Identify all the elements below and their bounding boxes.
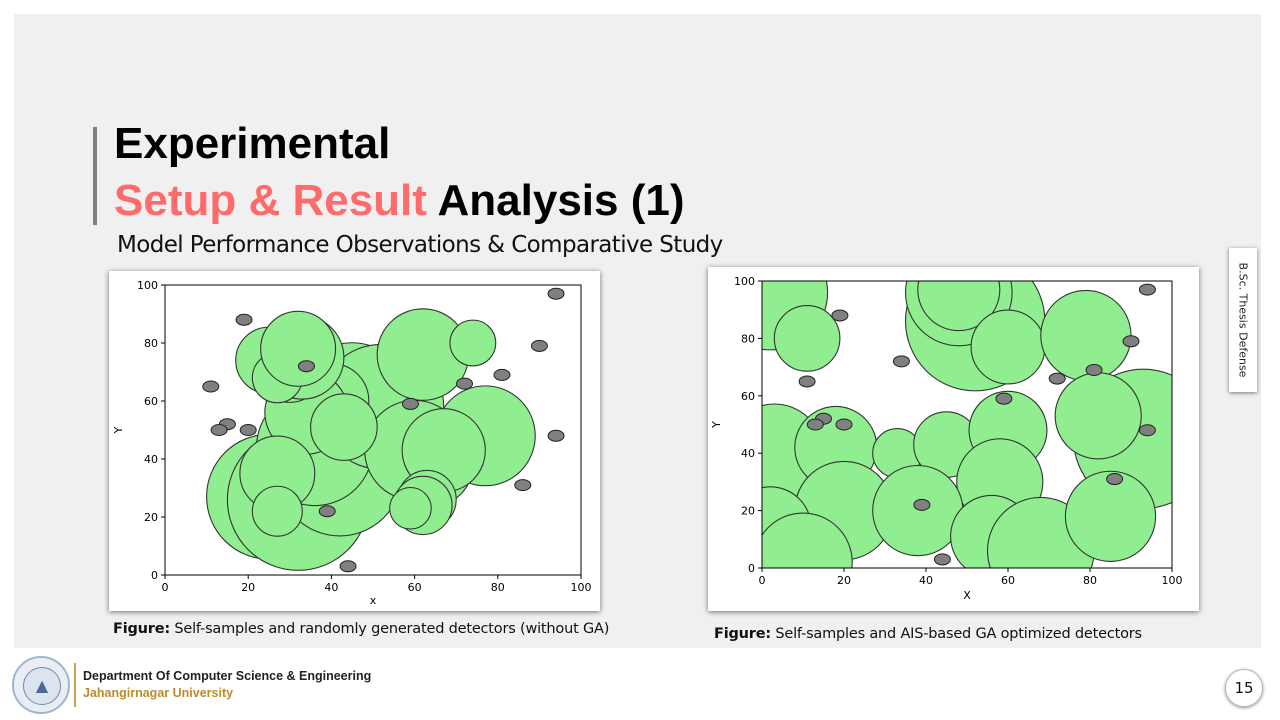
- detector-circle: [872, 464, 964, 557]
- y-tick-label: 80: [144, 337, 158, 350]
- self-sample-point: [318, 505, 336, 518]
- y-tick-label: 60: [741, 390, 755, 403]
- self-sample-point: [239, 424, 257, 436]
- self-sample-point: [1085, 363, 1103, 376]
- side-tab: B.Sc. Thesis Defense: [1229, 248, 1257, 392]
- y-tick-label: 40: [741, 447, 755, 460]
- self-sample-point: [235, 313, 253, 326]
- detector-circle: [773, 305, 841, 372]
- x-tick-label: 0: [759, 574, 766, 587]
- x-tick-label: 20: [837, 574, 851, 587]
- self-sample-point: [1106, 473, 1124, 486]
- title-rest-text: Analysis (1): [426, 176, 685, 225]
- university-name: Jahangirnagar University: [83, 686, 234, 700]
- plot-area: [762, 281, 1172, 568]
- footer-divider: [74, 663, 76, 707]
- caption-label: Figure:: [714, 626, 771, 642]
- detector-circle: [970, 309, 1046, 385]
- self-sample-point: [401, 397, 419, 410]
- self-sample-point: [202, 380, 220, 393]
- self-sample-point: [210, 424, 228, 436]
- detector-circle: [1054, 372, 1142, 460]
- self-sample-point: [1138, 424, 1156, 437]
- chart-ga-optimized: 0 20 40 60 80 100 0 20 40 60 80 100 X Y: [710, 275, 1183, 602]
- plot-area: [165, 285, 581, 575]
- detector-circle: [260, 310, 337, 387]
- y-tick-label: 100: [137, 279, 158, 292]
- self-sample-point: [831, 309, 849, 322]
- self-sample-point: [1138, 283, 1156, 296]
- x-tick-label: 0: [162, 581, 169, 594]
- side-tab-label: B.Sc. Thesis Defense: [1236, 262, 1250, 378]
- y-tick-label: 0: [151, 569, 158, 582]
- title-accent-text: Setup & Result: [114, 176, 427, 225]
- figure-without-ga: 0 20 40 60 80 100 0 20 40 60 80 100 x Y: [109, 271, 600, 611]
- detector-circle: [449, 319, 497, 367]
- detector-circle: [762, 512, 853, 568]
- caption-without-ga: Figure: Self-samples and randomly genera…: [113, 621, 609, 637]
- y-tick-label: 80: [741, 332, 755, 345]
- caption-text: Self-samples and AIS-based GA optimized …: [770, 626, 1142, 642]
- self-sample-point: [933, 553, 951, 566]
- page-title-line-2: Setup & Result Analysis (1): [114, 177, 685, 225]
- self-sample-point: [835, 418, 853, 431]
- caption-ga-optimized: Figure: Self-samples and AIS-based GA op…: [714, 626, 1142, 642]
- chart-without-ga: 0 20 40 60 80 100 0 20 40 60 80 100 x Y: [112, 279, 592, 607]
- y-tick-label: 100: [734, 275, 755, 288]
- x-tick-label: 100: [1162, 574, 1183, 587]
- y-tick-label: 20: [144, 511, 158, 524]
- page-subtitle: Model Performance Observations & Compara…: [117, 232, 723, 258]
- x-tick-label: 60: [408, 581, 422, 594]
- y-tick-label: 40: [144, 453, 158, 466]
- detector-circle: [917, 281, 1001, 332]
- page-title-line-1: Experimental: [114, 119, 391, 168]
- caption-label: Figure:: [113, 621, 170, 637]
- self-sample-point: [514, 479, 532, 492]
- x-tick-label: 60: [1001, 574, 1015, 587]
- detector-circle: [251, 485, 303, 537]
- x-tick-label: 80: [491, 581, 505, 594]
- self-sample-point: [297, 360, 315, 373]
- title-accent-bar: [93, 127, 97, 225]
- y-axis-label: Y: [710, 421, 723, 429]
- x-tick-label: 80: [1083, 574, 1097, 587]
- department-name: Department Of Computer Science & Enginee…: [83, 669, 372, 683]
- x-tick-label: 40: [919, 574, 933, 587]
- self-sample-point: [806, 418, 824, 431]
- self-sample-point: [913, 498, 931, 511]
- plot-frame: [761, 280, 1173, 569]
- y-axis-label: Y: [112, 426, 125, 434]
- self-sample-point: [456, 377, 474, 390]
- detector-circle: [389, 486, 432, 530]
- self-sample-point: [547, 429, 565, 442]
- x-tick-label: 20: [241, 581, 255, 594]
- y-tick-label: 0: [748, 562, 755, 575]
- self-sample-point: [339, 560, 357, 573]
- x-tick-label: 40: [324, 581, 338, 594]
- self-sample-point: [493, 368, 511, 381]
- logo-emblem-icon: ▲: [23, 667, 61, 705]
- self-sample-point: [798, 375, 816, 388]
- self-sample-point: [995, 392, 1013, 405]
- university-logo: ▲: [12, 656, 70, 714]
- self-sample-point: [530, 339, 548, 352]
- self-sample-point: [892, 355, 910, 368]
- y-tick-label: 20: [741, 505, 755, 518]
- self-sample-point: [1048, 372, 1066, 385]
- detector-circle: [1064, 470, 1157, 562]
- y-tick-label: 60: [144, 395, 158, 408]
- self-sample-point: [547, 287, 565, 300]
- page-number: 15: [1225, 669, 1263, 707]
- plot-frame: [164, 284, 582, 576]
- detector-circle: [1040, 289, 1132, 382]
- figure-ga-optimized: 0 20 40 60 80 100 0 20 40 60 80 100 X Y: [708, 267, 1199, 611]
- x-axis-label: X: [963, 589, 971, 602]
- x-axis-label: x: [370, 594, 377, 607]
- self-sample-point: [1122, 335, 1140, 348]
- caption-text: Self-samples and randomly generated dete…: [169, 621, 610, 637]
- detector-circle: [310, 393, 378, 461]
- x-tick-label: 100: [571, 581, 592, 594]
